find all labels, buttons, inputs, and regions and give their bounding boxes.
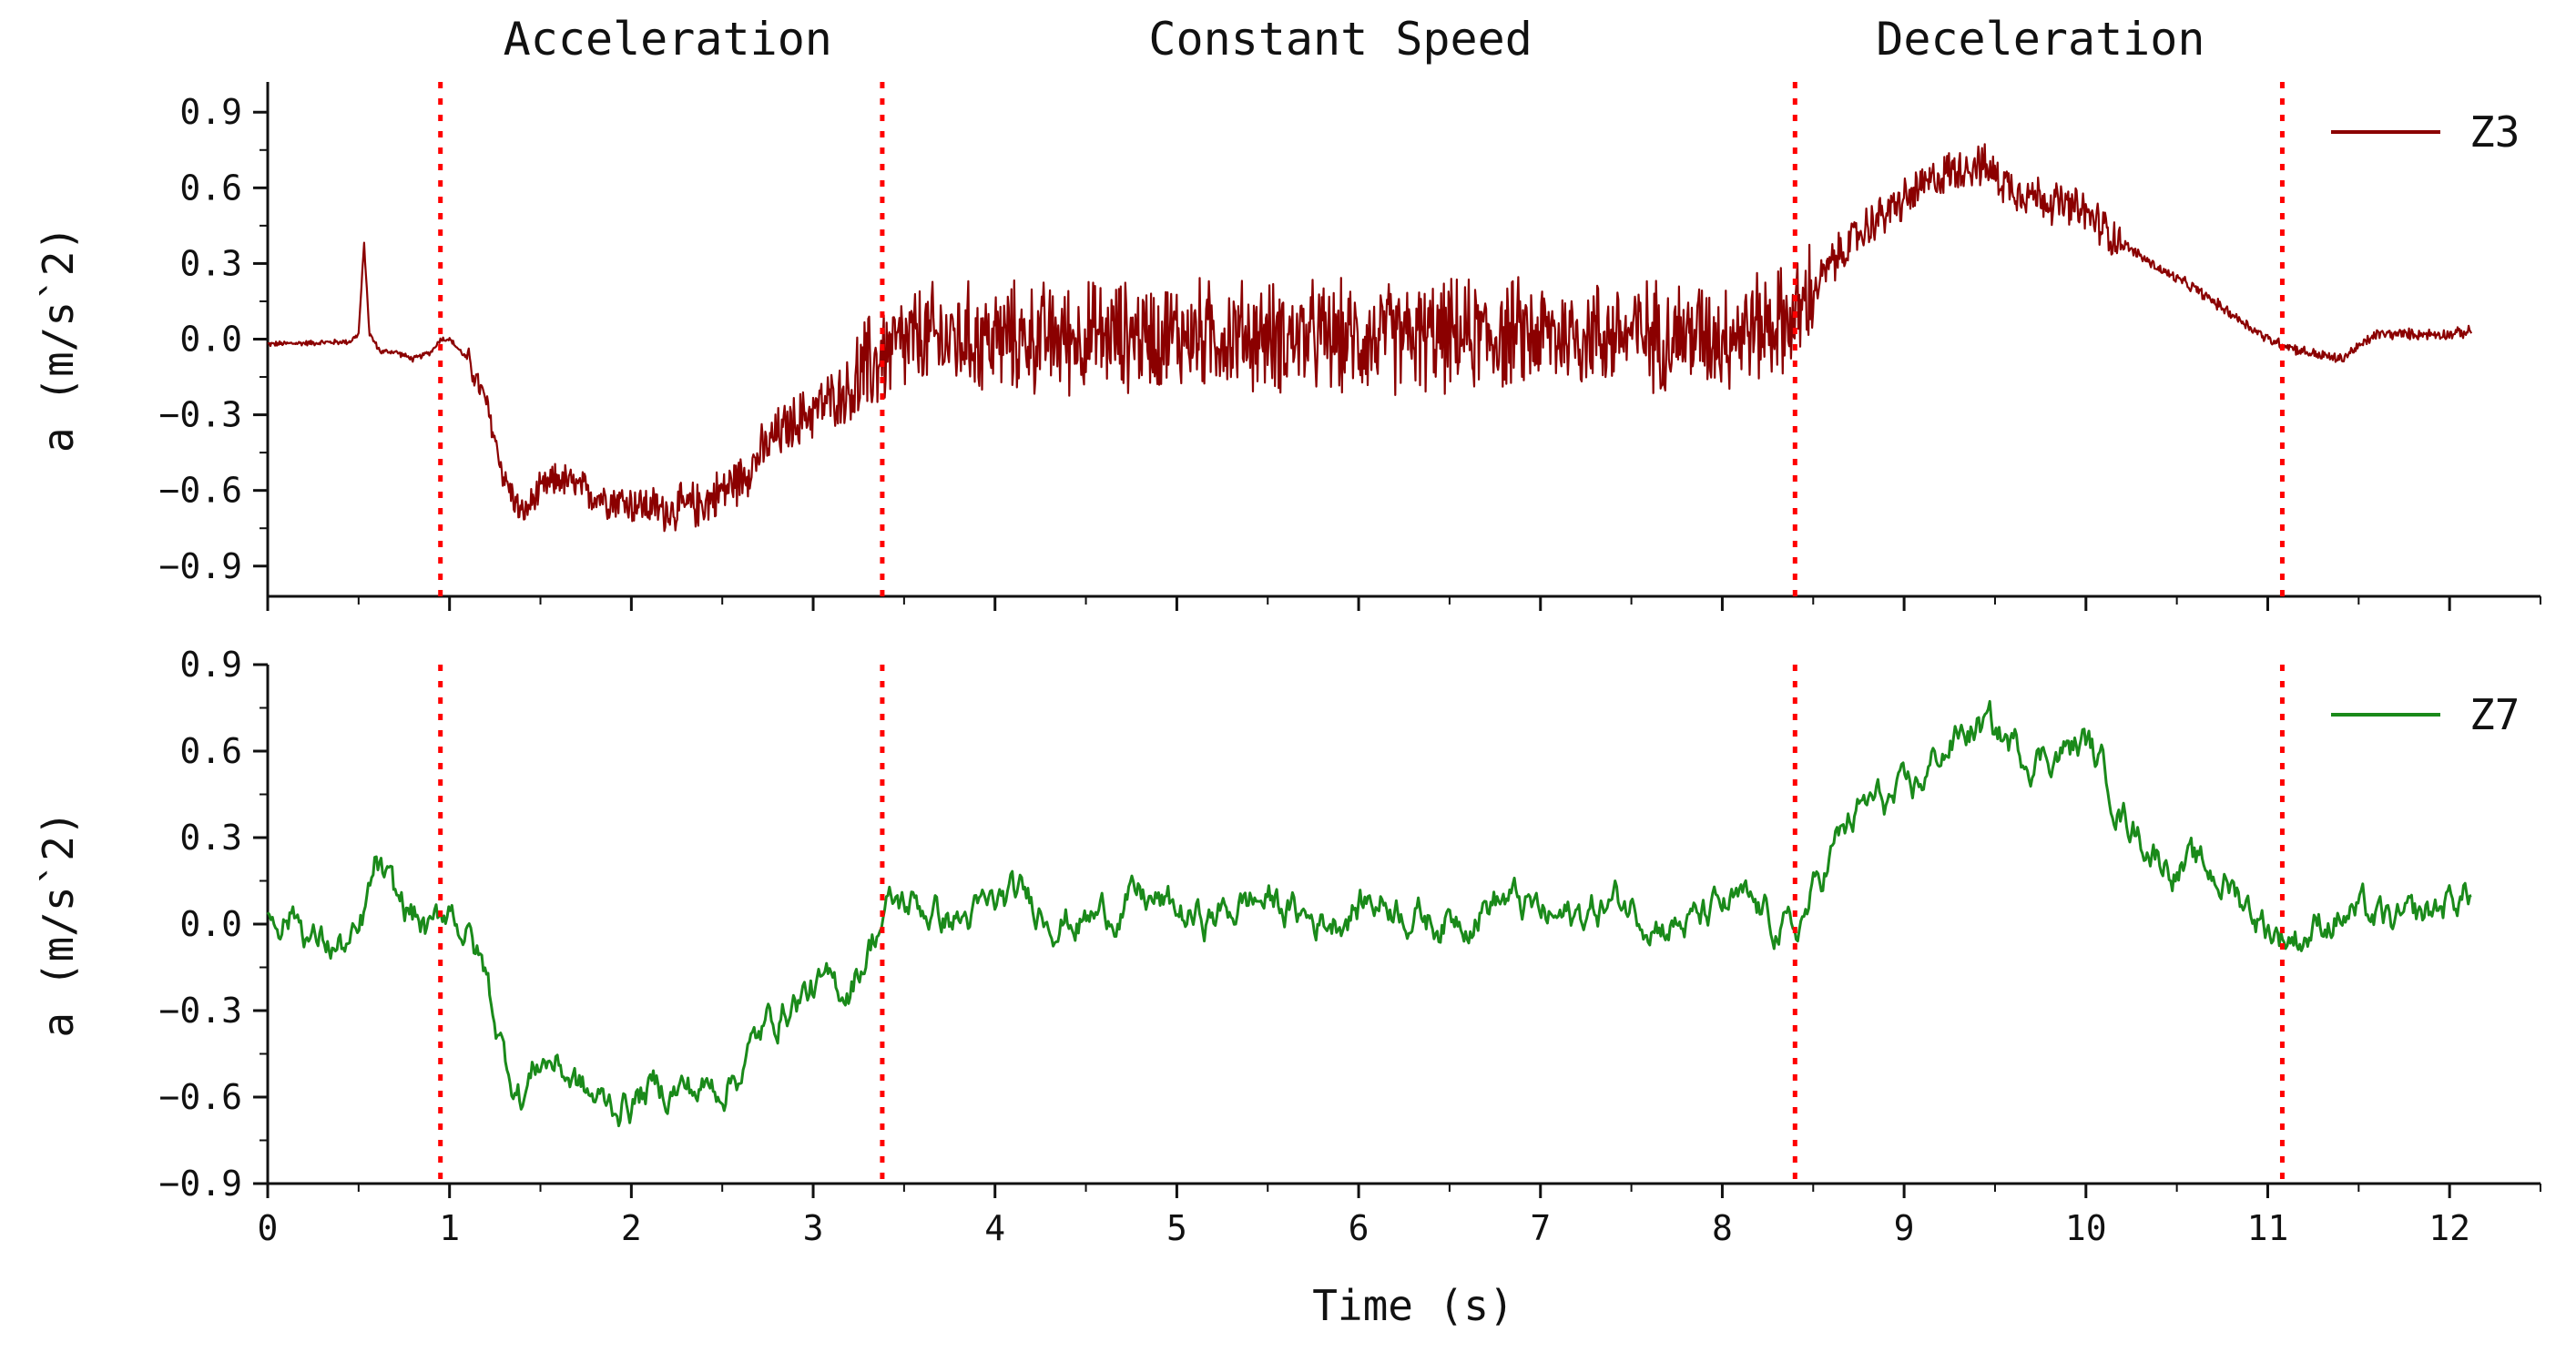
y-tick-label: −0.9 <box>158 1164 242 1204</box>
x-tick-label: 6 <box>1349 1208 1369 1248</box>
x-tick-label: 12 <box>2428 1208 2470 1248</box>
x-tick-label: 3 <box>803 1208 824 1248</box>
bottom-plot: −0.9−0.6−0.30.00.30.60.90 1 2 3 4 5 6 7 8 9 10 11 12… <box>34 645 2541 1330</box>
y-tick-label: 0.3 <box>179 243 242 283</box>
x-tick-label: 5 <box>1166 1208 1187 1248</box>
x-tick-label: 10 <box>2065 1208 2107 1248</box>
y-tick-label: −0.6 <box>158 1077 242 1117</box>
y-tick-label: 0.6 <box>179 168 242 208</box>
legend-label-z7: Z7 <box>2469 690 2520 739</box>
phase-label-deceleration: Deceleration <box>1876 13 2204 66</box>
y-tick-label: 0.9 <box>179 92 242 132</box>
y-tick-label: −0.6 <box>158 471 242 511</box>
top-plot: −0.9 −0.6 −0.3 0.0 0.3 0.6 0.9 a (m/s`2) Z3 <box>34 82 2541 611</box>
y-tick-label: 0.0 <box>179 904 242 944</box>
y-axis-title: a (m/s`2) <box>34 226 83 452</box>
y-tick-label: −0.9 <box>158 546 242 586</box>
y-tick-label: 0.6 <box>179 731 242 771</box>
y-tick-label: −0.3 <box>158 991 242 1031</box>
y-axis-title: a (m/s`2) <box>34 810 83 1037</box>
y-tick-label: 0.0 <box>179 320 242 360</box>
x-tick-label: 8 <box>1712 1208 1733 1248</box>
phase-label-constant-speed: Constant Speed <box>1148 13 1532 66</box>
legend-label-z3: Z3 <box>2469 107 2520 157</box>
x-tick-label: 0 <box>258 1208 279 1248</box>
y-tick-label: 0.3 <box>179 818 242 858</box>
x-tick-label: 9 <box>1894 1208 1915 1248</box>
y-tick-label: −0.3 <box>158 395 242 435</box>
phase-label-acceleration: Acceleration <box>504 13 832 66</box>
x-tick-label: 4 <box>984 1208 1005 1248</box>
y-tick-label: 0.9 <box>179 645 242 685</box>
x-tick-label: 7 <box>1530 1208 1551 1248</box>
series-line-z3 <box>267 143 2473 533</box>
x-tick-label: 1 <box>439 1208 460 1248</box>
x-tick-label: 2 <box>621 1208 642 1248</box>
x-axis-title: Time (s) <box>1312 1281 1514 1330</box>
x-tick-label: 11 <box>2247 1208 2289 1248</box>
series-line-z7 <box>266 699 2472 1128</box>
